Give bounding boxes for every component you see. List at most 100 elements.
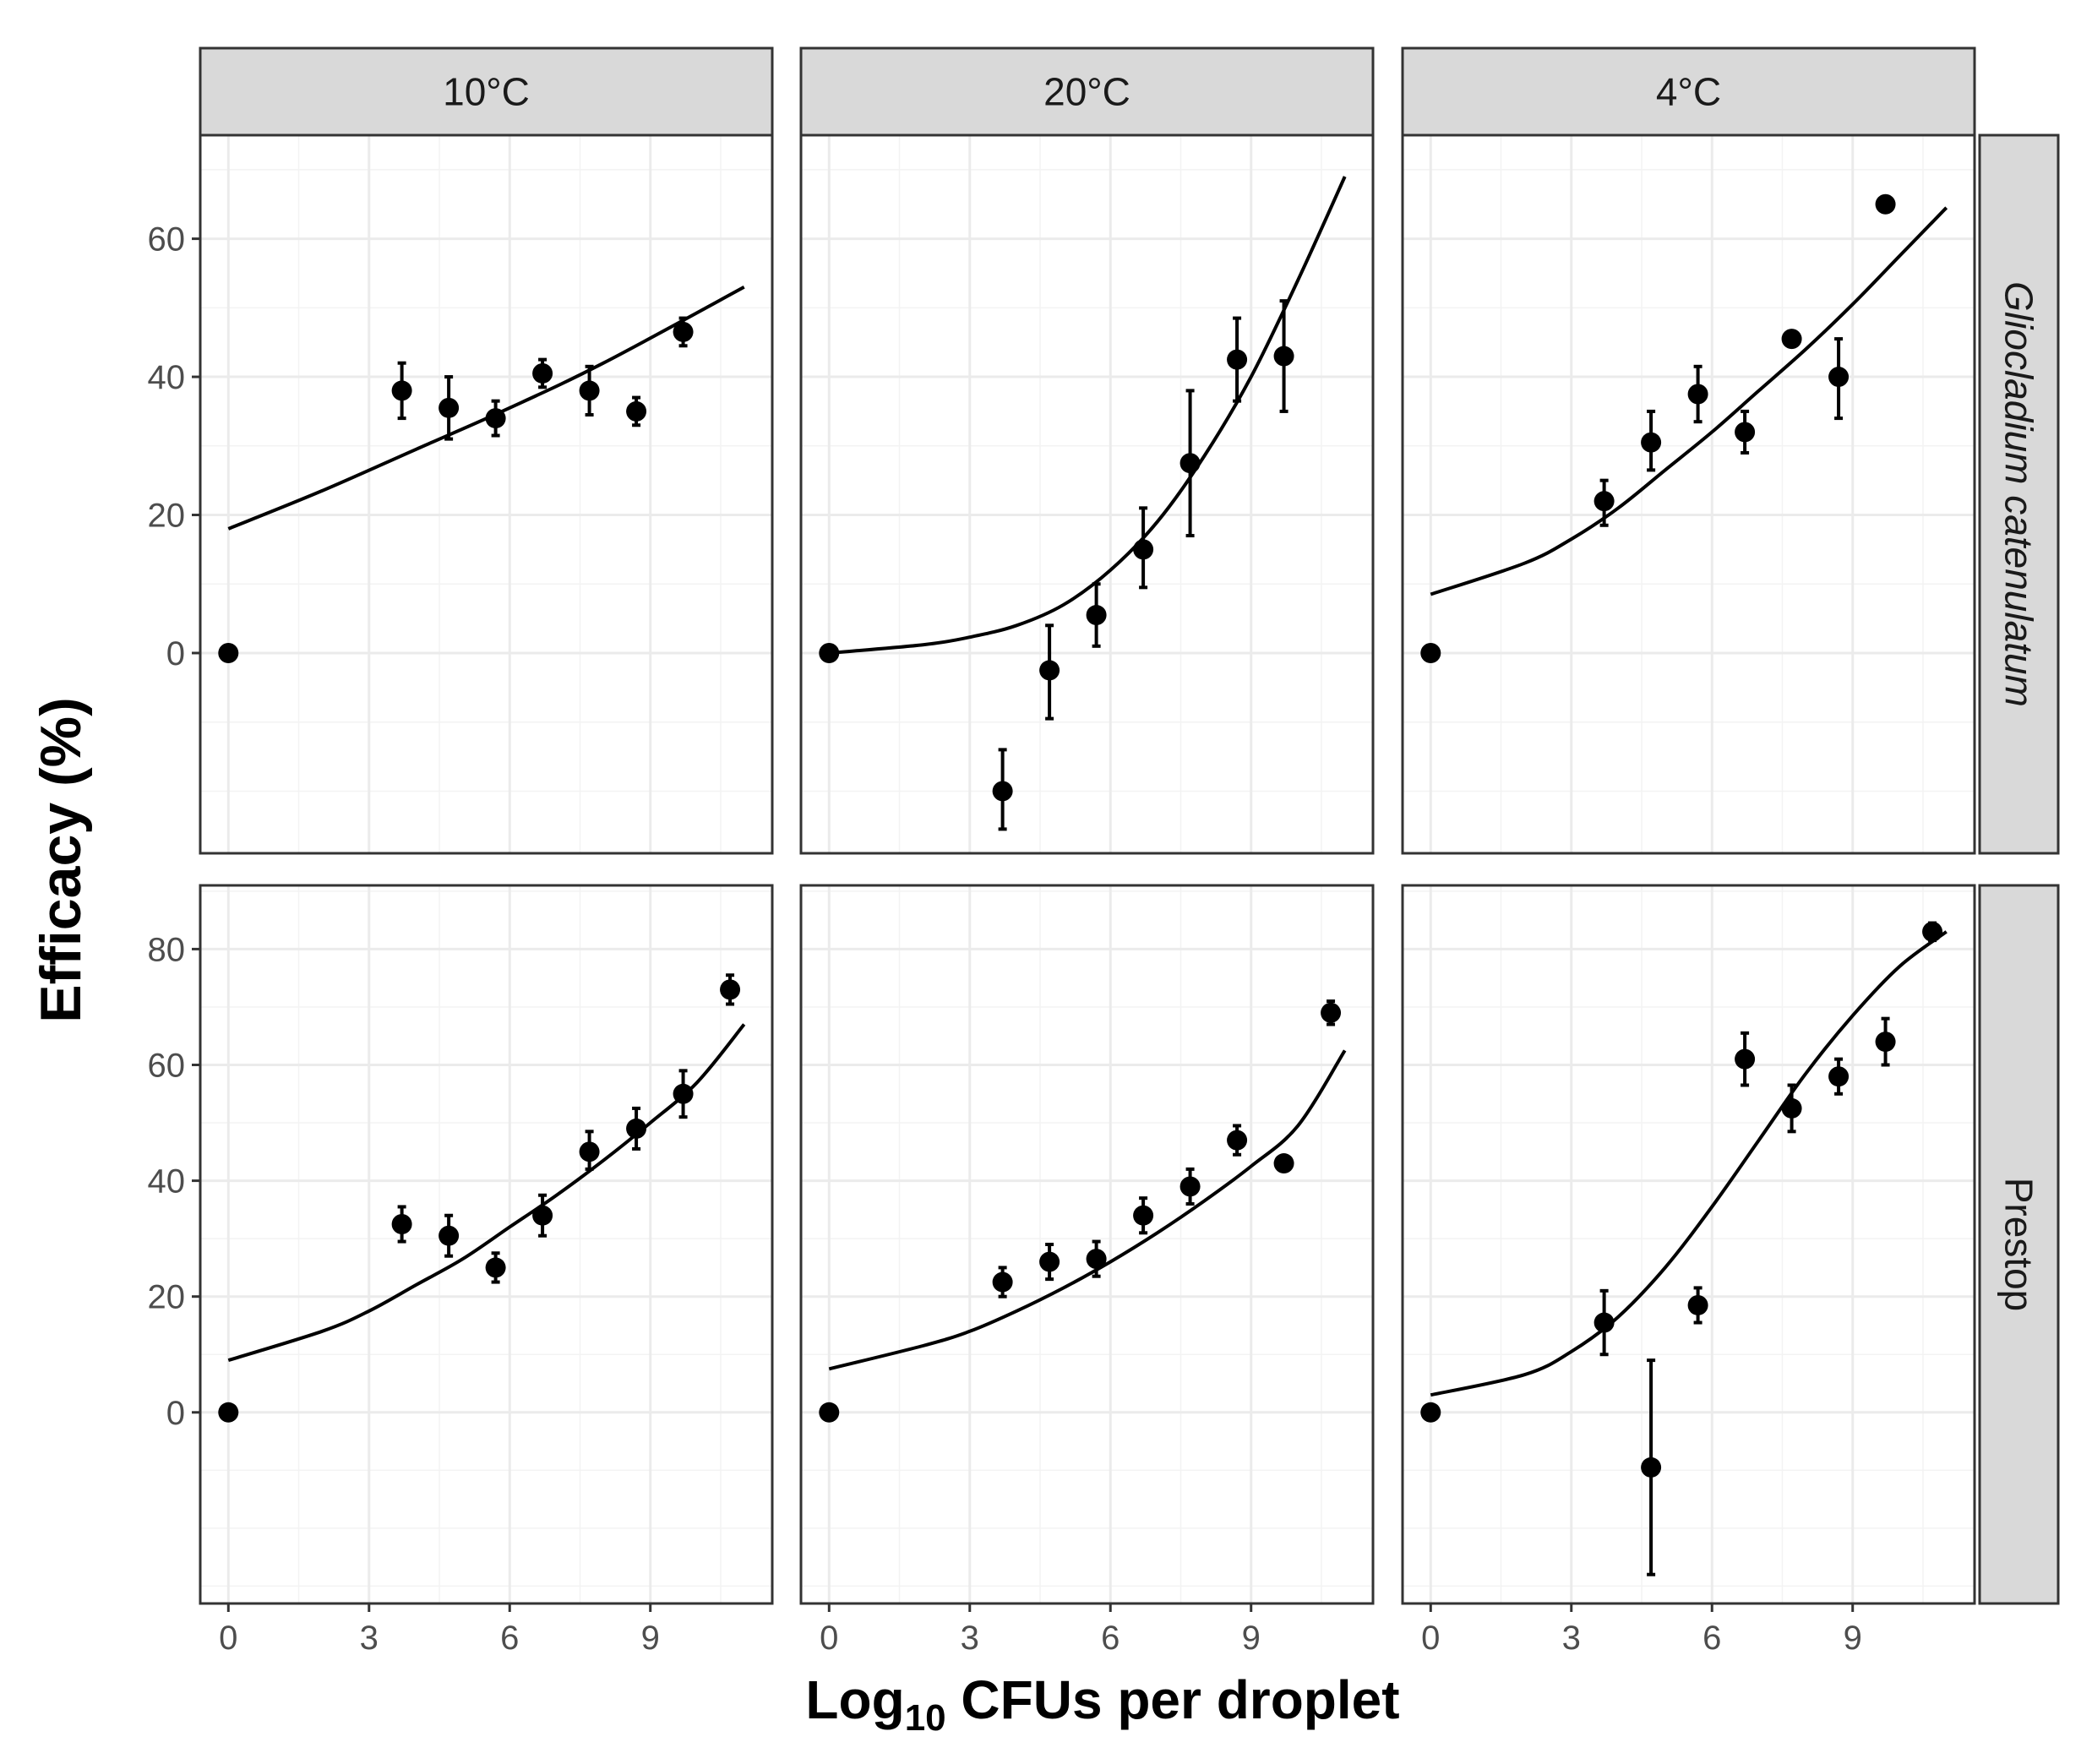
data-point [1273,1153,1294,1174]
strip-row-label-1: Prestop [1997,1178,2041,1312]
y-tick-label: 40 [148,359,186,396]
panel-data-r0-c2 [1420,193,1948,663]
y-tick-label: 20 [148,498,186,535]
data-point [1828,367,1850,388]
data-point [1227,1130,1248,1151]
data-point [1039,1251,1060,1272]
data-point [1133,1205,1154,1226]
panel-border [799,884,1375,1605]
panel-data-r1-c0 [218,973,746,1423]
y-tick-label: 40 [148,1163,186,1200]
data-point [1273,346,1294,367]
x-tick-label: 3 [360,1620,379,1657]
y-tick-label: 0 [166,635,185,672]
panel-r0-c0 [199,133,774,855]
data-point [439,1225,460,1246]
data-point [1687,1294,1708,1315]
data-point [391,1214,412,1235]
data-point [1179,1176,1201,1197]
data-point [1828,1066,1850,1087]
strip-row-0 [1978,133,2060,855]
fit-line [828,1049,1347,1371]
data-point [1039,660,1060,681]
data-point [1687,384,1708,405]
data-point [1133,539,1154,560]
data-point [1781,1097,1802,1119]
panel-r1-c2 [1401,884,1976,1605]
panel-border [199,884,774,1605]
data-point [579,1141,600,1162]
axes-layer: 0 20 40 60 0 20 40 60 80 0 3 6 9 0 3 6 9 0 3 6 9 [148,221,1862,1657]
data-point [1875,1032,1896,1053]
strip-col-label-0: 10°C [443,70,530,114]
data-point [391,380,412,401]
fit-line [227,1023,746,1363]
x-tick-label: 9 [1242,1620,1261,1657]
strip-row-1 [1978,884,2060,1605]
y-tick-label: 60 [148,1048,186,1085]
strips-layer: 10°C 20°C 4°C Gliocladium catenulatum Presto… [199,46,2060,1605]
data-point [1321,1002,1342,1023]
data-point [439,397,460,418]
data-point [819,642,840,663]
fit-line [227,286,745,531]
data-point [819,1402,840,1423]
data-point [485,1257,506,1278]
fit-line [1430,930,1948,1397]
data-point [532,1205,553,1226]
panel-data-r0-c1 [819,176,1347,831]
panel-data-r1-c1 [819,999,1347,1423]
panel-background [799,133,1375,855]
data-point [1735,1048,1756,1070]
x-tick-label: 3 [961,1620,979,1657]
y-axis-title: Efficacy (%) [29,697,93,1022]
data-point [1420,1402,1441,1423]
x-tick-label: 0 [1421,1620,1440,1657]
panel-background [199,133,774,855]
data-point [1641,432,1662,453]
panel-r1-c1 [799,884,1375,1605]
panel-background [799,884,1375,1605]
data-point [1086,605,1107,626]
data-point [1594,491,1615,512]
x-axis-title: Log10 CFUs per droplet [805,1669,1399,1739]
strip-col-label-1: 20°C [1043,70,1130,114]
panel-r0-c1 [799,133,1375,855]
data-point [992,781,1013,802]
data-point [1875,193,1896,215]
panel-r0-c2 [1401,133,1976,855]
data-point [1735,422,1756,443]
data-point [720,979,741,1000]
x-tick-label: 3 [1562,1620,1581,1657]
data-point [1227,349,1248,370]
data-point [579,380,600,401]
data-point [626,1118,647,1139]
x-tick-label: 0 [820,1620,838,1657]
x-tick-label: 0 [219,1620,237,1657]
x-tick-label: 9 [641,1620,660,1657]
y-tick-label: 60 [148,221,186,259]
x-tick-label: 6 [1101,1620,1120,1657]
x-tick-label: 9 [1844,1620,1862,1657]
y-tick-label: 20 [148,1279,186,1316]
x-axis-title-rest: CFUs per droplet [946,1669,1400,1730]
data-point [1781,329,1802,350]
panel-border [1401,884,1976,1605]
data-point [673,321,694,342]
y-tick-label: 80 [148,931,186,968]
data-point [1086,1249,1107,1270]
data-point [1594,1312,1615,1333]
data-point [626,400,647,422]
strip-col-0 [199,46,774,137]
data-point [1420,642,1441,663]
x-axis-title-subscript: 10 [905,1697,946,1739]
data-point [218,642,239,663]
fit-line [1430,206,1948,596]
strip-col-1 [799,46,1375,137]
data-point [992,1271,1013,1293]
y-tick-label: 0 [166,1395,185,1432]
x-tick-label: 6 [500,1620,519,1657]
data-point [673,1083,694,1104]
x-axis-title-log: Log [805,1669,904,1730]
